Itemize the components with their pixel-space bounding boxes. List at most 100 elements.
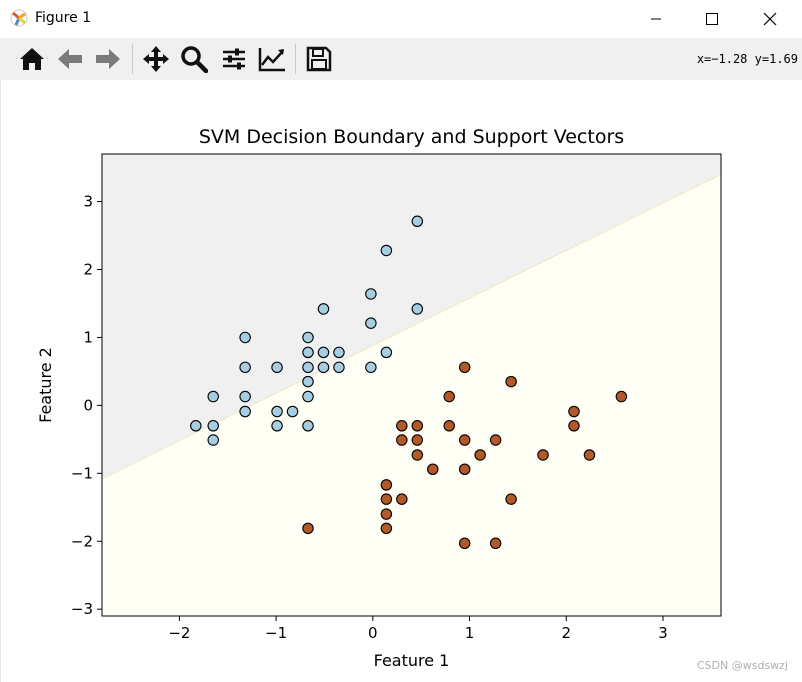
- edit-axis-icon: [258, 48, 285, 72]
- class-1-point: [443, 390, 455, 403]
- x-tick-label: −1: [265, 624, 287, 642]
- class-1-point: [380, 522, 393, 535]
- upper-region: [102, 154, 721, 479]
- toolbar-separator: [132, 44, 133, 74]
- x-axis-ticks: −2 −1 0 1 2 3: [168, 616, 668, 642]
- window-titlebar: Figure 1: [0, 0, 802, 38]
- class-0-point: [333, 346, 345, 359]
- x-tick-label: 1: [465, 624, 475, 642]
- class-0-point: [271, 405, 283, 418]
- class-1-point: [411, 449, 424, 461]
- y-tick-label: −2: [71, 532, 93, 550]
- decision-regions: [101, 154, 722, 616]
- class-1-point: [505, 375, 517, 388]
- decision-boundary-line: [101, 173, 722, 480]
- y-tick-label: 2: [83, 261, 93, 279]
- class-0-point: [317, 361, 330, 374]
- pan-button[interactable]: [139, 42, 173, 76]
- x-tick-label: 0: [368, 624, 378, 642]
- class-1-point: [489, 537, 502, 550]
- class-0-point: [302, 331, 314, 344]
- home-button[interactable]: [15, 42, 49, 76]
- class-0-point: [302, 361, 314, 374]
- matplotlib-app-icon: [10, 9, 28, 27]
- class-1-point: [380, 508, 393, 520]
- data-points: [190, 215, 628, 550]
- class-1-point: [458, 361, 471, 374]
- svm-scatter-chart[interactable]: −2 −1 0 1 2 3 −3 −2 −1 0 1 2 3 SVM Decision Boundar…: [0, 80, 802, 682]
- class-0-point: [411, 303, 424, 315]
- class-0-point: [380, 346, 393, 359]
- minimize-button[interactable]: [628, 0, 684, 38]
- class-0-point: [190, 420, 202, 432]
- class-0-point: [411, 215, 424, 228]
- class-0-point: [239, 361, 251, 374]
- coord-x-label: x=: [696, 52, 712, 66]
- x-tick-label: 3: [658, 624, 668, 642]
- class-0-point: [239, 390, 251, 403]
- class-1-point: [427, 463, 439, 475]
- window-title: Figure 1: [35, 10, 92, 26]
- save-icon: [306, 46, 332, 72]
- subplots-config-icon: [223, 48, 245, 70]
- class-1-point: [380, 493, 393, 505]
- watermark: CSDN @wsdswzj: [696, 659, 788, 672]
- zoom-icon: [181, 46, 208, 73]
- class-0-point: [302, 346, 314, 359]
- class-0-point: [239, 405, 251, 418]
- x-tick-label: 2: [561, 624, 571, 642]
- class-0-point: [302, 375, 314, 388]
- class-1-point: [411, 434, 424, 446]
- class-0-point: [302, 390, 314, 403]
- class-1-point: [505, 493, 517, 505]
- class-1-point: [583, 449, 596, 461]
- class-0-point: [365, 288, 377, 300]
- configure-subplots-button[interactable]: [217, 42, 251, 76]
- coord-x-value: −1.28: [711, 52, 748, 66]
- class-0-point: [207, 390, 219, 403]
- y-tick-label: −1: [71, 464, 93, 482]
- class-0-point: [333, 361, 345, 374]
- class-1-point: [615, 390, 628, 403]
- cursor-coordinates: x=−1.28 y=1.69: [697, 52, 798, 66]
- class-0-point: [239, 331, 251, 344]
- forward-button[interactable]: [91, 42, 125, 76]
- class-0-point: [380, 244, 393, 257]
- forward-arrow-icon: [96, 49, 120, 69]
- class-0-point: [365, 361, 377, 374]
- coord-y-value: 1.69: [769, 52, 798, 66]
- y-tick-label: 0: [83, 396, 93, 414]
- close-button[interactable]: [742, 0, 798, 38]
- class-0-point: [317, 346, 330, 359]
- class-1-point: [474, 449, 486, 461]
- class-1-point: [458, 537, 471, 550]
- class-1-point: [458, 434, 471, 446]
- class-0-point: [302, 420, 314, 432]
- class-0-point: [271, 361, 283, 374]
- y-tick-label: 3: [83, 193, 93, 211]
- class-0-point: [317, 303, 330, 315]
- class-1-point: [458, 463, 471, 475]
- y-tick-label: 1: [83, 328, 93, 346]
- maximize-button[interactable]: [684, 0, 740, 38]
- class-1-point: [537, 449, 549, 461]
- save-button[interactable]: [302, 42, 336, 76]
- class-1-point: [443, 420, 455, 432]
- chart-title: SVM Decision Boundary and Support Vector…: [199, 126, 624, 148]
- coord-y-label: y=: [754, 52, 770, 66]
- zoom-button[interactable]: [177, 42, 211, 76]
- x-tick-label: −2: [168, 624, 190, 642]
- class-1-point: [396, 434, 408, 446]
- class-1-point: [396, 420, 408, 432]
- back-button[interactable]: [53, 42, 87, 76]
- class-0-point: [207, 420, 219, 432]
- class-0-point: [207, 434, 219, 446]
- y-tick-label: −3: [71, 600, 93, 618]
- class-0-point: [286, 405, 299, 418]
- class-1-point: [568, 420, 580, 432]
- class-1-point: [380, 479, 393, 491]
- edit-axis-button[interactable]: [255, 42, 289, 76]
- x-axis-label: Feature 1: [374, 651, 450, 670]
- class-1-point: [489, 434, 502, 446]
- class-1-point: [568, 405, 580, 418]
